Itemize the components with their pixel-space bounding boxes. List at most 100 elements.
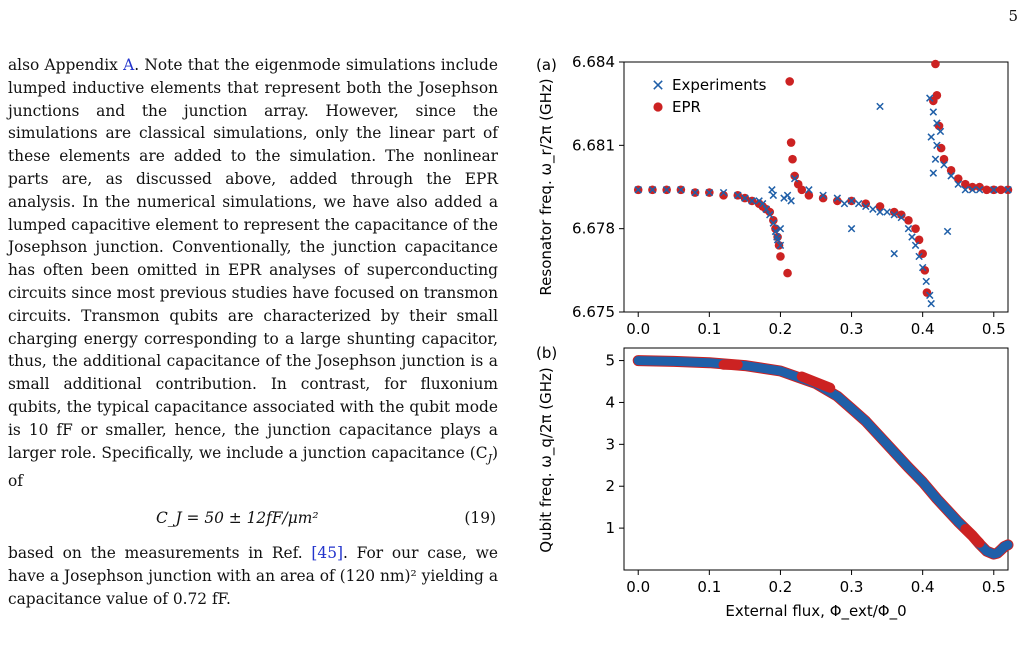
experiment-point: [662, 186, 671, 194]
experiment-point: [776, 224, 785, 233]
experiment-point: [897, 213, 906, 222]
equation-number: (19): [464, 509, 496, 528]
epr-point: [786, 138, 796, 147]
x-tick-label: 0.5: [982, 578, 1006, 596]
experiment-point: [883, 208, 891, 216]
experiment-point: [911, 241, 920, 250]
epr-point: [904, 216, 913, 225]
panel-a: (a) 6.675 6.678 6.681 6.684 0.0 0.1 0.2 0.3 0.4…: [536, 53, 1013, 338]
y-tick-label: 6.678: [572, 220, 615, 238]
experiment-point: [776, 241, 785, 250]
experiment-point: [936, 127, 945, 136]
equation-19: C_J = 50 ± 12fF/μm² (19): [8, 507, 498, 530]
y-tick-label: 1: [605, 519, 615, 537]
paragraph-text: . For our case, we have a Josephson junc…: [8, 544, 499, 608]
x-tick-label: 0.3: [840, 320, 864, 338]
text-column: also Appendix A. Note that the eigenmode…: [8, 54, 498, 610]
experiment-point: [927, 133, 935, 141]
experiment-point: [929, 108, 938, 116]
experiment-point: [748, 197, 756, 205]
experiment-point: [876, 102, 884, 111]
paragraph-text: also Appendix: [8, 56, 124, 74]
experiment-point: [862, 202, 870, 211]
experiment-point: [990, 186, 998, 194]
experiment-point: [847, 197, 856, 205]
epr-point: [946, 166, 956, 175]
paragraph-text: . Note that the eigenmode simulations in…: [8, 56, 499, 462]
experiment-point: [931, 155, 940, 163]
epr-point: [931, 59, 940, 69]
experiment-curve: [633, 356, 1013, 559]
appendix-link[interactable]: A: [123, 56, 135, 74]
x-tick-label: 0.0: [626, 578, 650, 596]
y-tick-label: 6.681: [572, 136, 615, 154]
experiment-point: [933, 119, 941, 127]
panel-b-frame: [623, 347, 1009, 571]
panel-b: (b) 1 2 3 4 5 0.0 0.1 0.2 0.3 0.4 0.5 Qubit freq.…: [536, 344, 1014, 621]
experiment-point: [890, 249, 898, 258]
x-tick-label: 0.0: [626, 320, 650, 338]
figure-svg: (a) 6.675 6.678 6.681 6.684 0.0 0.1 0.2 0.3 0.4…: [536, 53, 1014, 621]
epr-point: [939, 154, 949, 164]
panel-b-ylabel: Qubit freq. ω_q/2π (GHz): [537, 367, 556, 553]
experiment-point: [833, 194, 842, 202]
experiment-point: [933, 141, 941, 150]
paragraph-2: based on the measurements in Ref. [45]. …: [8, 542, 498, 610]
experiment-point: [790, 174, 799, 183]
experiment-point: [954, 180, 962, 188]
experiment-point: [840, 199, 849, 208]
y-tick-label: 5: [605, 352, 615, 370]
epr-highlight: [796, 371, 836, 393]
experiment-point: [908, 233, 916, 241]
experiment-point: [929, 169, 938, 177]
epr-point: [961, 179, 970, 189]
panel-b-xlabel: External flux, Φ_ext/Φ_0: [725, 602, 906, 621]
x-tick-label: 0.2: [769, 578, 793, 596]
legend-experiments-label: Experiments: [672, 76, 767, 94]
epr-point: [719, 191, 728, 200]
x-tick-label: 0.1: [697, 320, 721, 338]
epr-point: [790, 171, 799, 181]
experiment-point: [869, 205, 877, 213]
experiment-point: [768, 186, 776, 194]
y-tick-label: 4: [605, 393, 615, 411]
x-tick-label: 0.1: [697, 578, 721, 596]
experiment-point: [758, 199, 767, 208]
experiment-point: [705, 188, 714, 197]
experiment-point: [734, 191, 742, 200]
experiment-point: [677, 186, 685, 194]
paragraph-text: based on the measurements in Ref.: [8, 544, 312, 563]
epr-point: [975, 182, 984, 192]
epr-point: [996, 185, 1006, 195]
figure: (a) 6.675 6.678 6.681 6.684 0.0 0.1 0.2 0.3 0.4…: [506, 40, 1018, 634]
epr-point: [797, 185, 807, 195]
experiment-point: [769, 191, 778, 200]
epr-point: [914, 235, 924, 245]
experiment-point: [876, 208, 884, 216]
epr-point: [818, 193, 828, 203]
experiment-point: [943, 227, 952, 236]
equation-body: C_J = 50 ± 12fF/μm²: [156, 509, 319, 528]
epr-point: [897, 210, 906, 220]
y-tick-label: 3: [605, 435, 615, 453]
experiment-point: [904, 224, 913, 233]
paragraph-1: also Appendix A. Note that the eigenmode…: [8, 54, 498, 493]
experiment-point: [975, 186, 984, 194]
y-tick-label: 6.675: [572, 303, 615, 321]
experiment-point: [769, 219, 778, 227]
reference-link[interactable]: [45]: [311, 544, 343, 563]
epr-highlight: [960, 523, 985, 548]
panel-a-ylabel: Resonator freq. ω_r/2π (GHz): [537, 78, 556, 295]
experiment-point: [634, 186, 642, 194]
experiment-point: [854, 199, 863, 208]
epr-point: [889, 207, 899, 217]
x-tick-label: 0.3: [840, 578, 864, 596]
epr-point: [833, 196, 842, 206]
experiment-point: [766, 211, 774, 219]
legend-x-mark: [653, 80, 663, 90]
epr-point: [968, 182, 977, 192]
epr-point: [982, 185, 991, 195]
experiment-point: [783, 191, 792, 200]
experiment-point: [890, 211, 898, 219]
epr-point: [776, 252, 785, 261]
